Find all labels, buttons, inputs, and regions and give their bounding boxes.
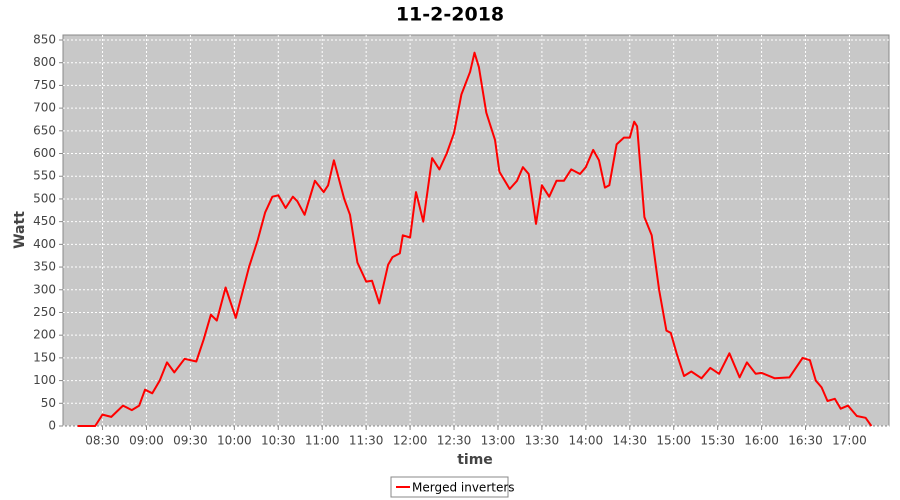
data-line (77, 51, 873, 427)
legend-label: Merged inverters (412, 481, 515, 495)
x-tick-label: 13:30 (525, 434, 560, 448)
y-tick-label: 750 (33, 78, 56, 92)
x-tick-label: 16:00 (744, 434, 779, 448)
x-tick-label: 12:30 (437, 434, 472, 448)
y-tick-label: 250 (33, 305, 56, 319)
x-tick-label: 16:30 (788, 434, 823, 448)
y-tick-label: 500 (33, 191, 56, 205)
y-tick-label: 650 (33, 123, 56, 137)
y-tick-label: 350 (33, 260, 56, 274)
y-tick-label: 0 (48, 419, 56, 433)
x-tick-label: 14:00 (569, 434, 604, 448)
x-axis-label: time (457, 452, 493, 468)
y-tick-label: 800 (33, 55, 56, 69)
x-tick-label: 17:00 (832, 434, 867, 448)
x-tick-label: 10:00 (217, 434, 252, 448)
y-tick-label: 450 (33, 214, 56, 228)
plot-area (62, 34, 890, 427)
x-tick-label: 15:30 (700, 434, 735, 448)
x-tick-label: 12:00 (393, 434, 428, 448)
y-tick-label: 850 (33, 33, 56, 47)
y-tick-label: 100 (33, 373, 56, 387)
x-tick-label: 14:30 (612, 434, 647, 448)
y-tick-label: 400 (33, 237, 56, 251)
y-tick-label: 550 (33, 169, 56, 183)
x-tick-label: 13:00 (481, 434, 516, 448)
x-tick-label: 15:00 (656, 434, 691, 448)
y-tick-label: 50 (41, 396, 56, 410)
x-tick-label: 09:00 (129, 434, 164, 448)
legend (390, 476, 509, 498)
x-tick-label: 08:30 (85, 434, 120, 448)
chart-title: 11-2-2018 (396, 4, 504, 26)
y-tick-label: 200 (33, 328, 56, 342)
y-tick-label: 600 (33, 146, 56, 160)
x-tick-label: 09:30 (173, 434, 208, 448)
y-tick-label: 150 (33, 350, 56, 364)
x-tick-label: 10:30 (261, 434, 296, 448)
x-tick-label: 11:30 (349, 434, 384, 448)
y-tick-label: 700 (33, 101, 56, 115)
y-tick-label: 300 (33, 282, 56, 296)
x-tick-label: 11:00 (305, 434, 340, 448)
y-axis-label: Watt (12, 211, 28, 249)
